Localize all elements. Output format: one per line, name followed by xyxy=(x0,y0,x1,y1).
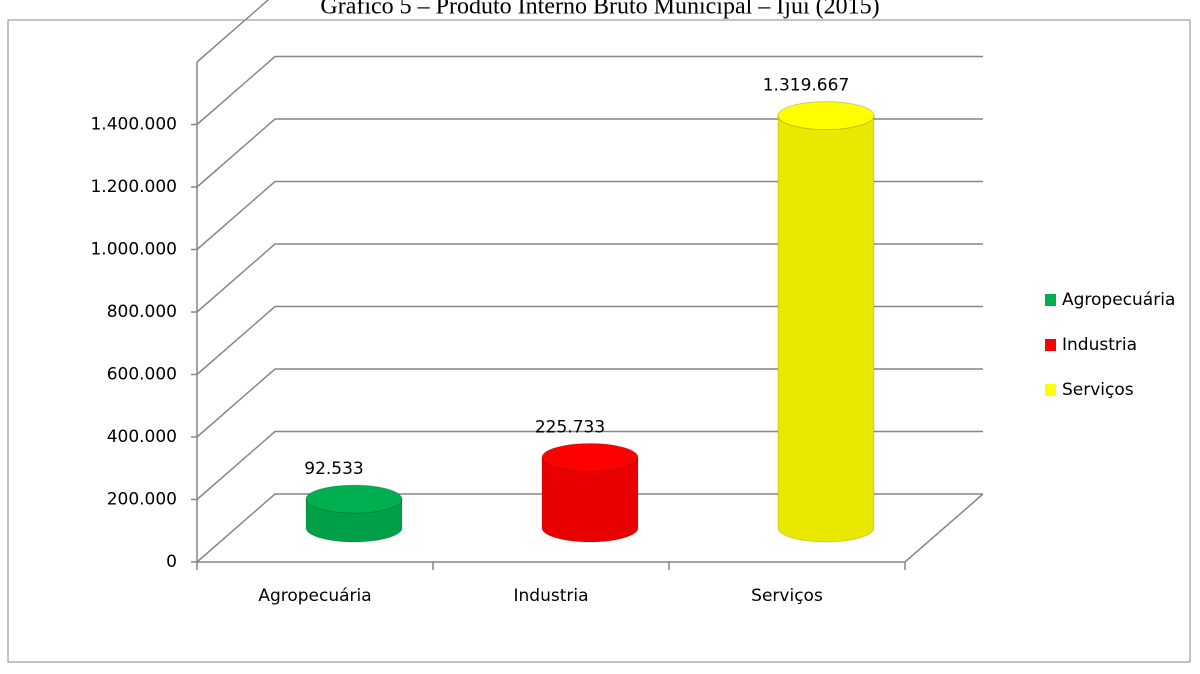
bar-top xyxy=(541,442,639,472)
bar-shade xyxy=(778,115,874,542)
chart-title: Gráfico 5 – Produto Interno Bruto Munici… xyxy=(320,0,879,20)
y-tick-label: 1.200.000 xyxy=(90,177,177,197)
legend-swatch xyxy=(1045,294,1056,306)
chart-border xyxy=(7,19,1191,663)
bar-top xyxy=(777,101,875,131)
y-tick-label: 800.000 xyxy=(107,302,177,322)
legend-label: Agropecuária xyxy=(1062,290,1175,310)
legend-label: Serviços xyxy=(1062,380,1134,400)
x-tick-label: Industria xyxy=(513,586,588,606)
y-tick-label: 0 xyxy=(166,552,177,572)
y-tick-label: 400.000 xyxy=(107,427,177,447)
legend-label: Industria xyxy=(1062,335,1137,355)
value-label: 92.533 xyxy=(304,459,363,479)
grid-line xyxy=(196,493,983,563)
grid-line xyxy=(196,368,983,438)
legend-swatch xyxy=(1045,339,1056,351)
x-tick-label: Serviços xyxy=(751,586,823,606)
grid-line xyxy=(196,55,983,126)
bar-top xyxy=(305,484,403,514)
y-tick-label: 600.000 xyxy=(107,365,177,385)
y-tick-label: 1.400.000 xyxy=(90,115,177,135)
value-label: 1.319.667 xyxy=(763,76,850,96)
legend-swatch xyxy=(1045,384,1056,396)
y-tick-label: 200.000 xyxy=(107,490,177,510)
grid-line xyxy=(196,305,983,376)
grid-line xyxy=(196,430,983,501)
bar-shade xyxy=(542,457,638,542)
grid-line xyxy=(196,118,983,188)
grid-line xyxy=(196,180,983,251)
y-tick-label: 1.000.000 xyxy=(90,240,177,260)
back-wall-edge xyxy=(196,0,270,63)
x-tick-label: Agropecuária xyxy=(258,586,371,606)
grid-line xyxy=(196,243,983,313)
value-label: 225.733 xyxy=(535,417,605,437)
